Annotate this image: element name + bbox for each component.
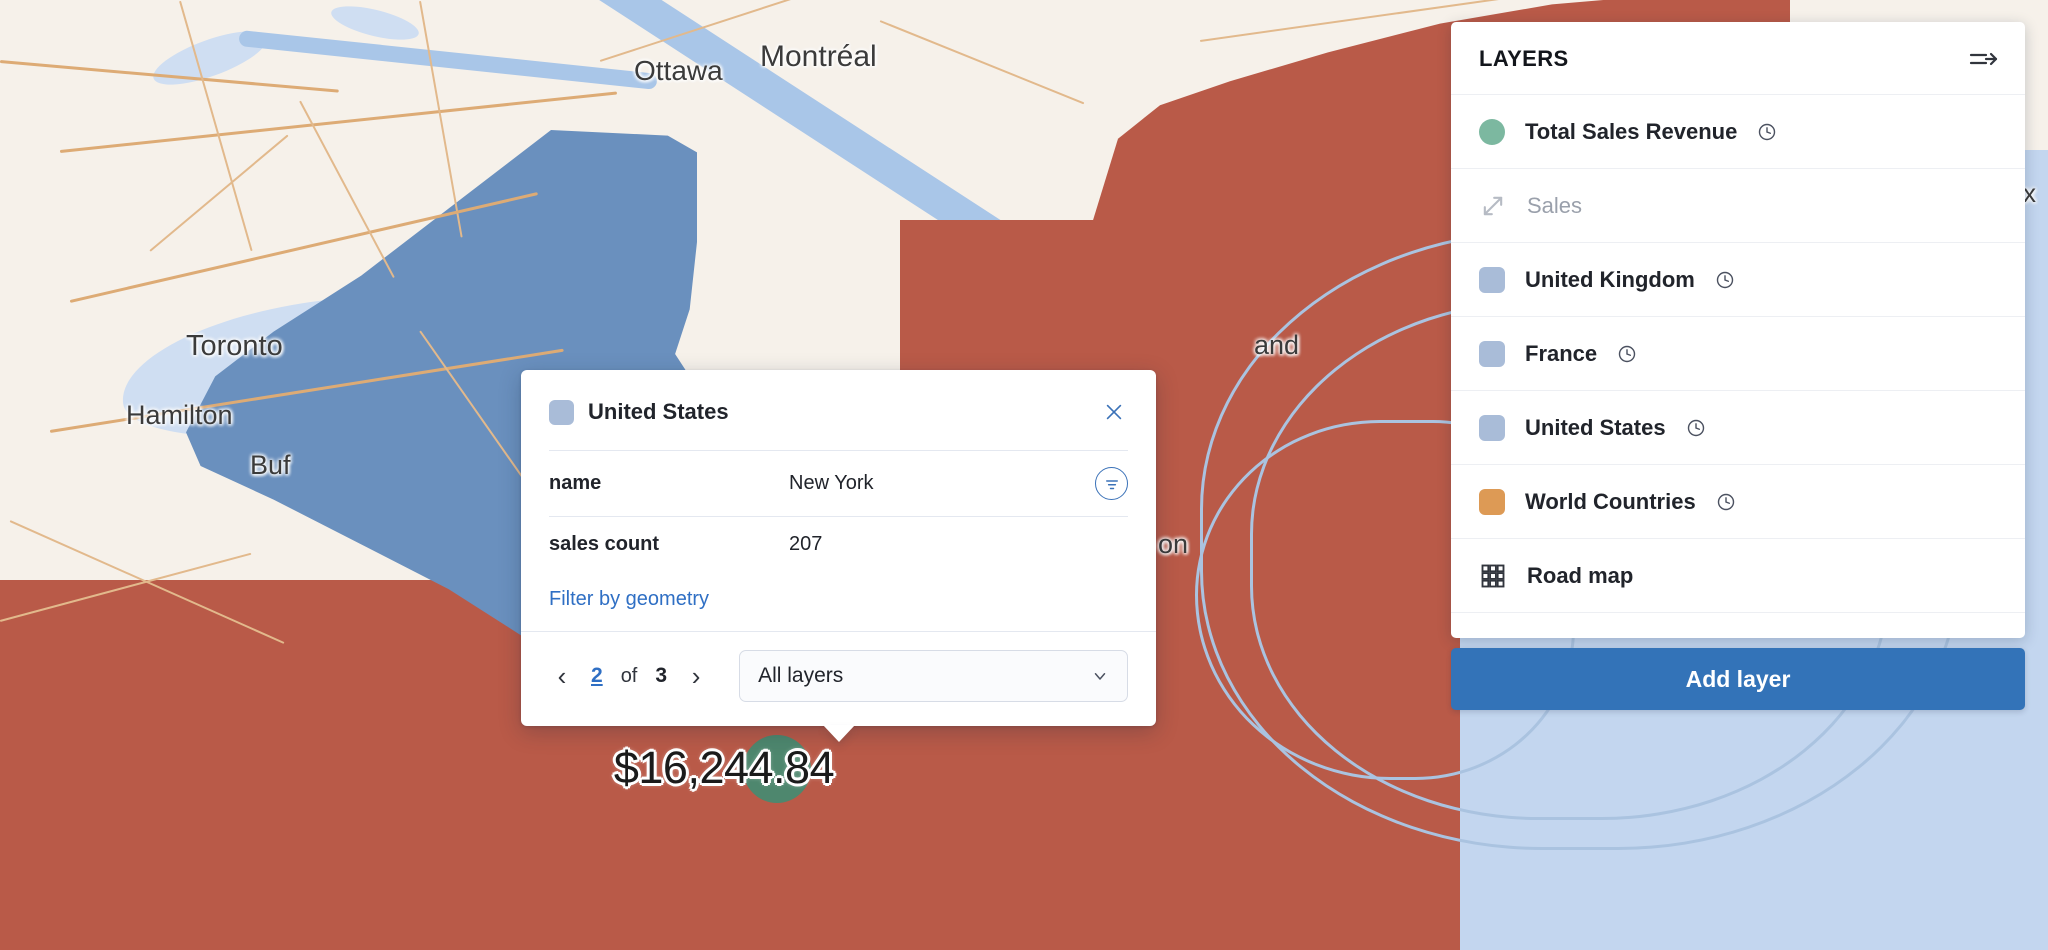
add-layer-button[interactable]: Add layer xyxy=(1451,648,2025,710)
square-swatch[interactable] xyxy=(1479,414,1505,441)
map-place-label: Ottawa xyxy=(634,55,723,86)
total-sales-revenue-marker[interactable] xyxy=(727,723,827,823)
layer-filter-select[interactable]: All layers xyxy=(739,650,1128,702)
filter-by-geometry-link[interactable]: Filter by geometry xyxy=(549,588,710,610)
layer-item-label: Total Sales Revenue xyxy=(1525,118,1738,144)
layers-panel: LAYERS Total Sales Revenue Sales United Ki… xyxy=(1451,22,2025,638)
map-place-label: and xyxy=(1254,330,1300,360)
attribute-row: name New York xyxy=(549,450,1128,517)
layers-panel-footer xyxy=(1451,612,2025,638)
layers-list: Total Sales Revenue Sales United Kingdom Fr… xyxy=(1451,94,2025,612)
grid-icon[interactable] xyxy=(1479,562,1507,590)
collapse-panel-icon[interactable] xyxy=(1967,42,2001,76)
ottawa-river xyxy=(238,30,658,90)
layer-item-sales[interactable]: Sales xyxy=(1451,168,2025,242)
layer-filter-value: All layers xyxy=(758,664,844,687)
layer-item-france[interactable]: France xyxy=(1451,316,2025,390)
map-place-label: on xyxy=(1158,529,1189,559)
map-place-label: Buf xyxy=(250,450,291,480)
road-segment xyxy=(419,0,463,238)
road-segment xyxy=(149,134,289,252)
popup-footer: ‹ 2 of 3 › All layers xyxy=(521,631,1156,726)
clock-icon[interactable] xyxy=(1617,344,1637,364)
close-icon[interactable] xyxy=(1098,396,1130,428)
clock-icon[interactable] xyxy=(1715,270,1735,290)
layer-item-label: United States xyxy=(1525,414,1666,440)
attribute-action-cell xyxy=(1058,517,1128,573)
attribute-value: New York xyxy=(789,472,874,494)
marker-value-label: $16,244.84 xyxy=(613,742,835,793)
chevron-down-icon xyxy=(1094,673,1106,680)
next-feature-button[interactable]: › xyxy=(691,661,701,691)
map-place-label: Montréal xyxy=(760,40,877,73)
layer-item-label: United Kingdom xyxy=(1525,266,1695,292)
square-swatch[interactable] xyxy=(1479,340,1505,367)
resize-arrow-icon[interactable] xyxy=(1479,192,1507,220)
current-page-number[interactable]: 2 xyxy=(591,664,603,687)
layer-item-road-map[interactable]: Road map xyxy=(1451,538,2025,612)
layer-item-label: France xyxy=(1525,340,1598,366)
attribute-row: sales count 207 xyxy=(549,516,1128,573)
map-place-label: Hamilton xyxy=(126,400,233,430)
layer-item-label: Sales xyxy=(1527,192,1583,218)
circle-swatch[interactable] xyxy=(1479,118,1505,145)
feature-info-popup: United States name New York sales count 207… xyxy=(521,370,1156,726)
map-place-label: Toronto xyxy=(186,330,283,362)
layer-item-label: Road map xyxy=(1527,562,1634,588)
road-segment xyxy=(299,100,395,279)
attribute-key: name xyxy=(549,472,602,494)
lake-small-northeast xyxy=(328,0,422,47)
popup-layer-swatch xyxy=(549,399,574,425)
attribute-value: 207 xyxy=(789,533,823,555)
layers-panel-header: LAYERS xyxy=(1451,22,2025,94)
pagination-of-label: of xyxy=(620,664,638,687)
popup-body: name New York sales count 207 Filter by geo… xyxy=(521,450,1156,631)
clock-icon[interactable] xyxy=(1686,418,1706,438)
layer-item-label: World Countries xyxy=(1525,488,1696,514)
layer-item-united-states[interactable]: United States xyxy=(1451,390,2025,464)
layers-panel-title: LAYERS xyxy=(1479,46,1569,71)
filter-by-value-icon[interactable] xyxy=(1095,467,1128,500)
popup-header: United States xyxy=(521,370,1156,450)
attribute-table: name New York sales count 207 xyxy=(549,450,1128,572)
attribute-action-cell xyxy=(1058,451,1128,517)
layer-item-united-kingdom[interactable]: United Kingdom xyxy=(1451,242,2025,316)
road-segment xyxy=(879,20,1085,105)
prev-feature-button[interactable]: ‹ xyxy=(557,661,567,691)
layer-item-world-countries[interactable]: World Countries xyxy=(1451,464,2025,538)
layer-item-total-sales-revenue[interactable]: Total Sales Revenue xyxy=(1451,94,2025,168)
total-pages-number: 3 xyxy=(655,664,668,687)
marker-dot xyxy=(743,735,811,803)
attribute-key: sales count xyxy=(549,533,660,555)
clock-icon[interactable] xyxy=(1716,492,1736,512)
popup-title: United States xyxy=(588,399,729,424)
square-swatch[interactable] xyxy=(1479,266,1505,293)
clock-icon[interactable] xyxy=(1757,122,1777,142)
map-place-label: x xyxy=(2023,178,2036,208)
square-swatch[interactable] xyxy=(1479,488,1505,515)
